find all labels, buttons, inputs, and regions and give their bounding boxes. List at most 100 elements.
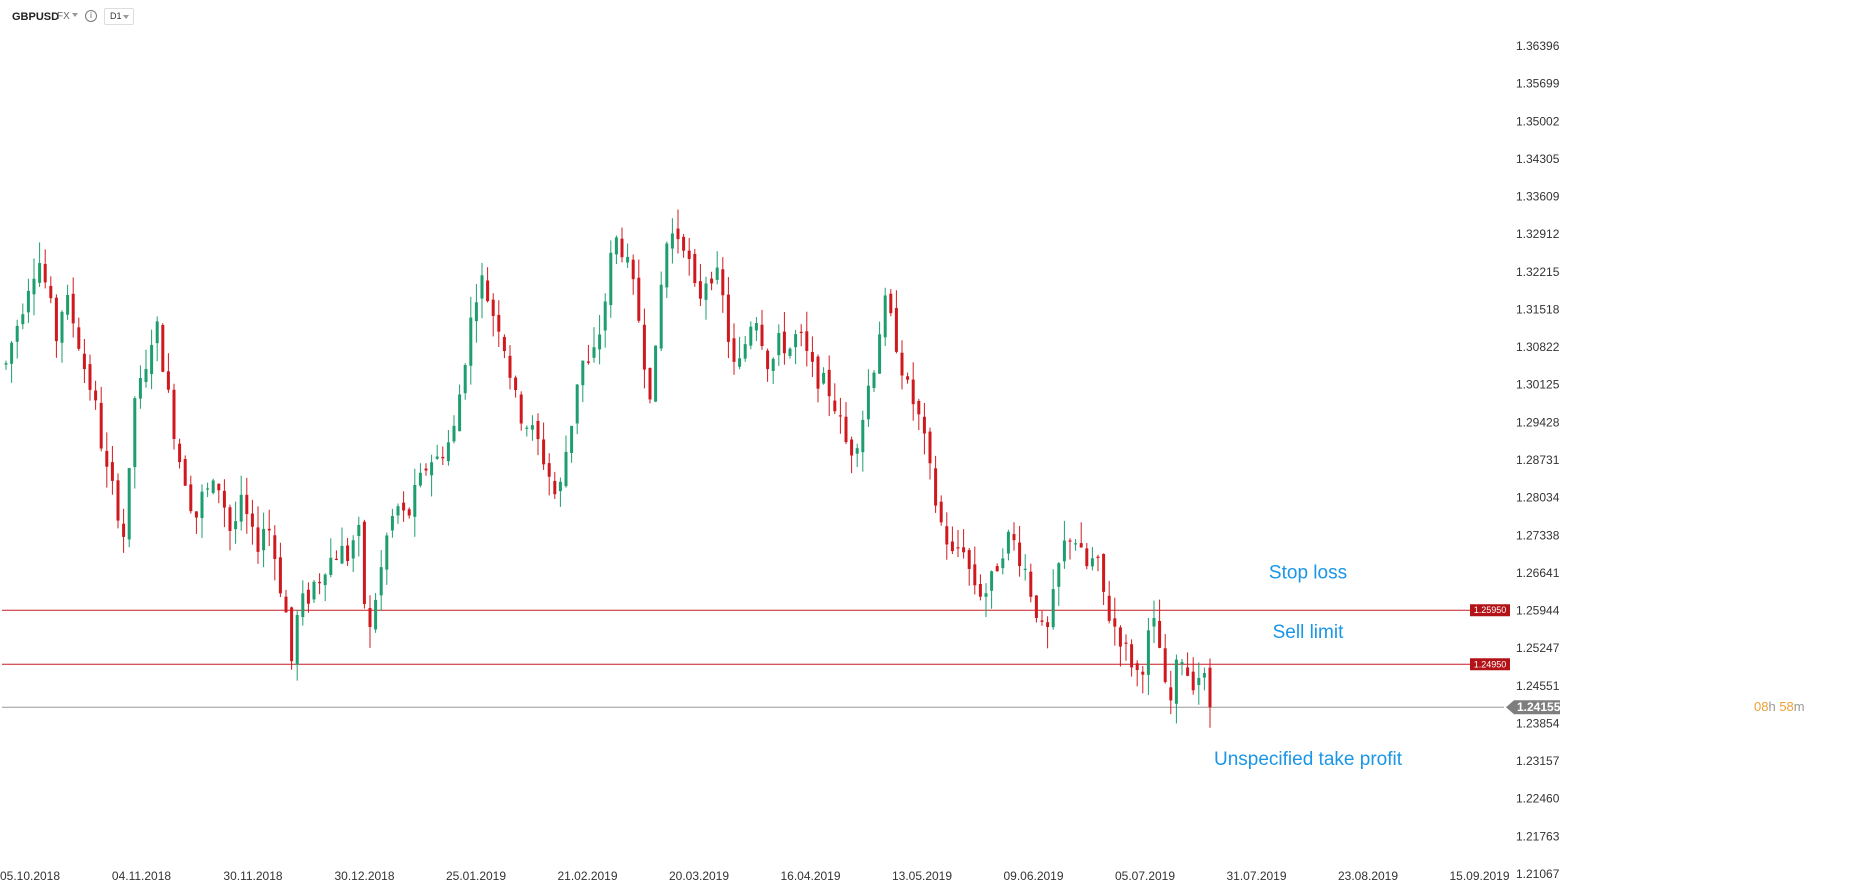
candle <box>648 367 652 404</box>
candle-body <box>995 566 999 572</box>
candle <box>1001 548 1005 575</box>
candle-body <box>816 356 820 389</box>
candle-body <box>945 526 949 545</box>
price-tick-label: 1.24551 <box>1516 679 1560 693</box>
candle <box>984 583 988 618</box>
candle-body <box>60 311 64 343</box>
price-tick-label: 1.21763 <box>1516 829 1560 843</box>
bar-countdown: 08h 58m <box>1754 699 1805 714</box>
candle-body <box>273 535 277 560</box>
candle-body <box>911 379 915 405</box>
candle <box>1062 520 1066 569</box>
candle <box>620 227 624 263</box>
candle <box>1012 522 1016 551</box>
candle-body <box>502 336 506 352</box>
candle-body <box>1197 677 1201 686</box>
candle-body <box>491 299 495 316</box>
candle <box>654 345 658 403</box>
candle-body <box>318 581 322 584</box>
candle <box>822 367 826 385</box>
current-price-tag: 1.24155 <box>1506 700 1561 715</box>
candle <box>799 324 803 347</box>
candle-body <box>1001 558 1005 569</box>
candle-body <box>155 321 159 344</box>
price-tick-label: 1.27338 <box>1516 528 1560 542</box>
candle <box>833 383 837 415</box>
date-tick-label: 16.04.2019 <box>780 869 840 883</box>
candle-body <box>385 535 389 570</box>
candle-body <box>206 488 210 490</box>
candle <box>1102 553 1106 606</box>
candle <box>71 277 75 338</box>
candle-body <box>861 419 865 453</box>
candle-body <box>49 285 53 299</box>
candle <box>458 384 462 432</box>
candle <box>715 251 719 285</box>
candle-body <box>564 451 568 487</box>
candle-body <box>570 425 574 454</box>
candle-body <box>721 269 725 296</box>
candle <box>110 445 114 495</box>
price-tick-label: 1.28034 <box>1516 491 1560 505</box>
level-price-tag[interactable]: 1.24950 <box>1470 658 1510 671</box>
candle-body <box>1130 644 1134 668</box>
info-icon[interactable]: i <box>85 10 97 22</box>
level-tag-bg <box>1470 658 1510 671</box>
candle <box>603 293 607 348</box>
candle <box>1023 554 1027 581</box>
candle <box>519 391 523 431</box>
candle <box>1018 525 1022 577</box>
candle <box>894 290 898 354</box>
candle-body <box>480 275 484 299</box>
candle <box>211 478 215 495</box>
candle <box>1107 580 1111 624</box>
candle-body <box>519 394 523 424</box>
candle-body <box>402 502 406 511</box>
candle <box>928 427 932 480</box>
candle-body <box>458 394 462 432</box>
candle-body <box>598 334 602 350</box>
candle <box>508 345 512 390</box>
candle-body <box>950 541 954 552</box>
candle-body <box>973 564 977 586</box>
candle <box>1202 667 1206 691</box>
price-axis[interactable]: 1.36396 1.35699 1.35002 1.34305 1.33609 1.329… <box>1516 39 1560 881</box>
candle <box>250 499 254 545</box>
candle-body <box>592 347 596 358</box>
level-tag-text: 1.25950 <box>1474 605 1507 615</box>
date-axis[interactable]: 05.10.2018 04.11.2018 30.11.2018 30.12.2018… <box>0 869 1510 883</box>
candle <box>1141 666 1145 694</box>
price-tick-label: 1.21067 <box>1516 867 1560 881</box>
candle <box>1180 658 1184 676</box>
timeframe-selector[interactable]: D1 <box>104 8 134 25</box>
candle-body <box>726 294 730 342</box>
level-price-tag[interactable]: 1.25950 <box>1470 604 1510 617</box>
candle-body <box>228 507 232 531</box>
candle-body <box>138 378 142 399</box>
candle <box>542 422 546 470</box>
date-tick-label: 21.02.2019 <box>557 869 617 883</box>
candle <box>547 453 551 496</box>
candle-body <box>1046 622 1050 627</box>
candle-body <box>1034 595 1038 618</box>
candle <box>810 336 814 378</box>
candle <box>586 344 590 365</box>
chevron-down-icon[interactable] <box>72 13 78 17</box>
candle-body <box>508 355 512 378</box>
candle-body <box>497 314 501 332</box>
candle-body <box>1051 589 1055 628</box>
candle-body <box>894 308 898 352</box>
candle <box>435 444 439 460</box>
symbol-label[interactable]: GBPUSD <box>12 11 60 23</box>
candle <box>777 324 781 367</box>
candle-body <box>463 365 467 394</box>
price-tick-label: 1.30125 <box>1516 378 1560 392</box>
market-selector[interactable]: FX <box>57 11 70 22</box>
candle-body <box>693 253 697 284</box>
candle <box>1135 660 1139 687</box>
candle-body <box>38 263 42 283</box>
annotations: Stop loss Sell limit Unspecified take prof… <box>1214 562 1403 769</box>
candle-body <box>99 402 103 449</box>
candle <box>721 257 725 313</box>
